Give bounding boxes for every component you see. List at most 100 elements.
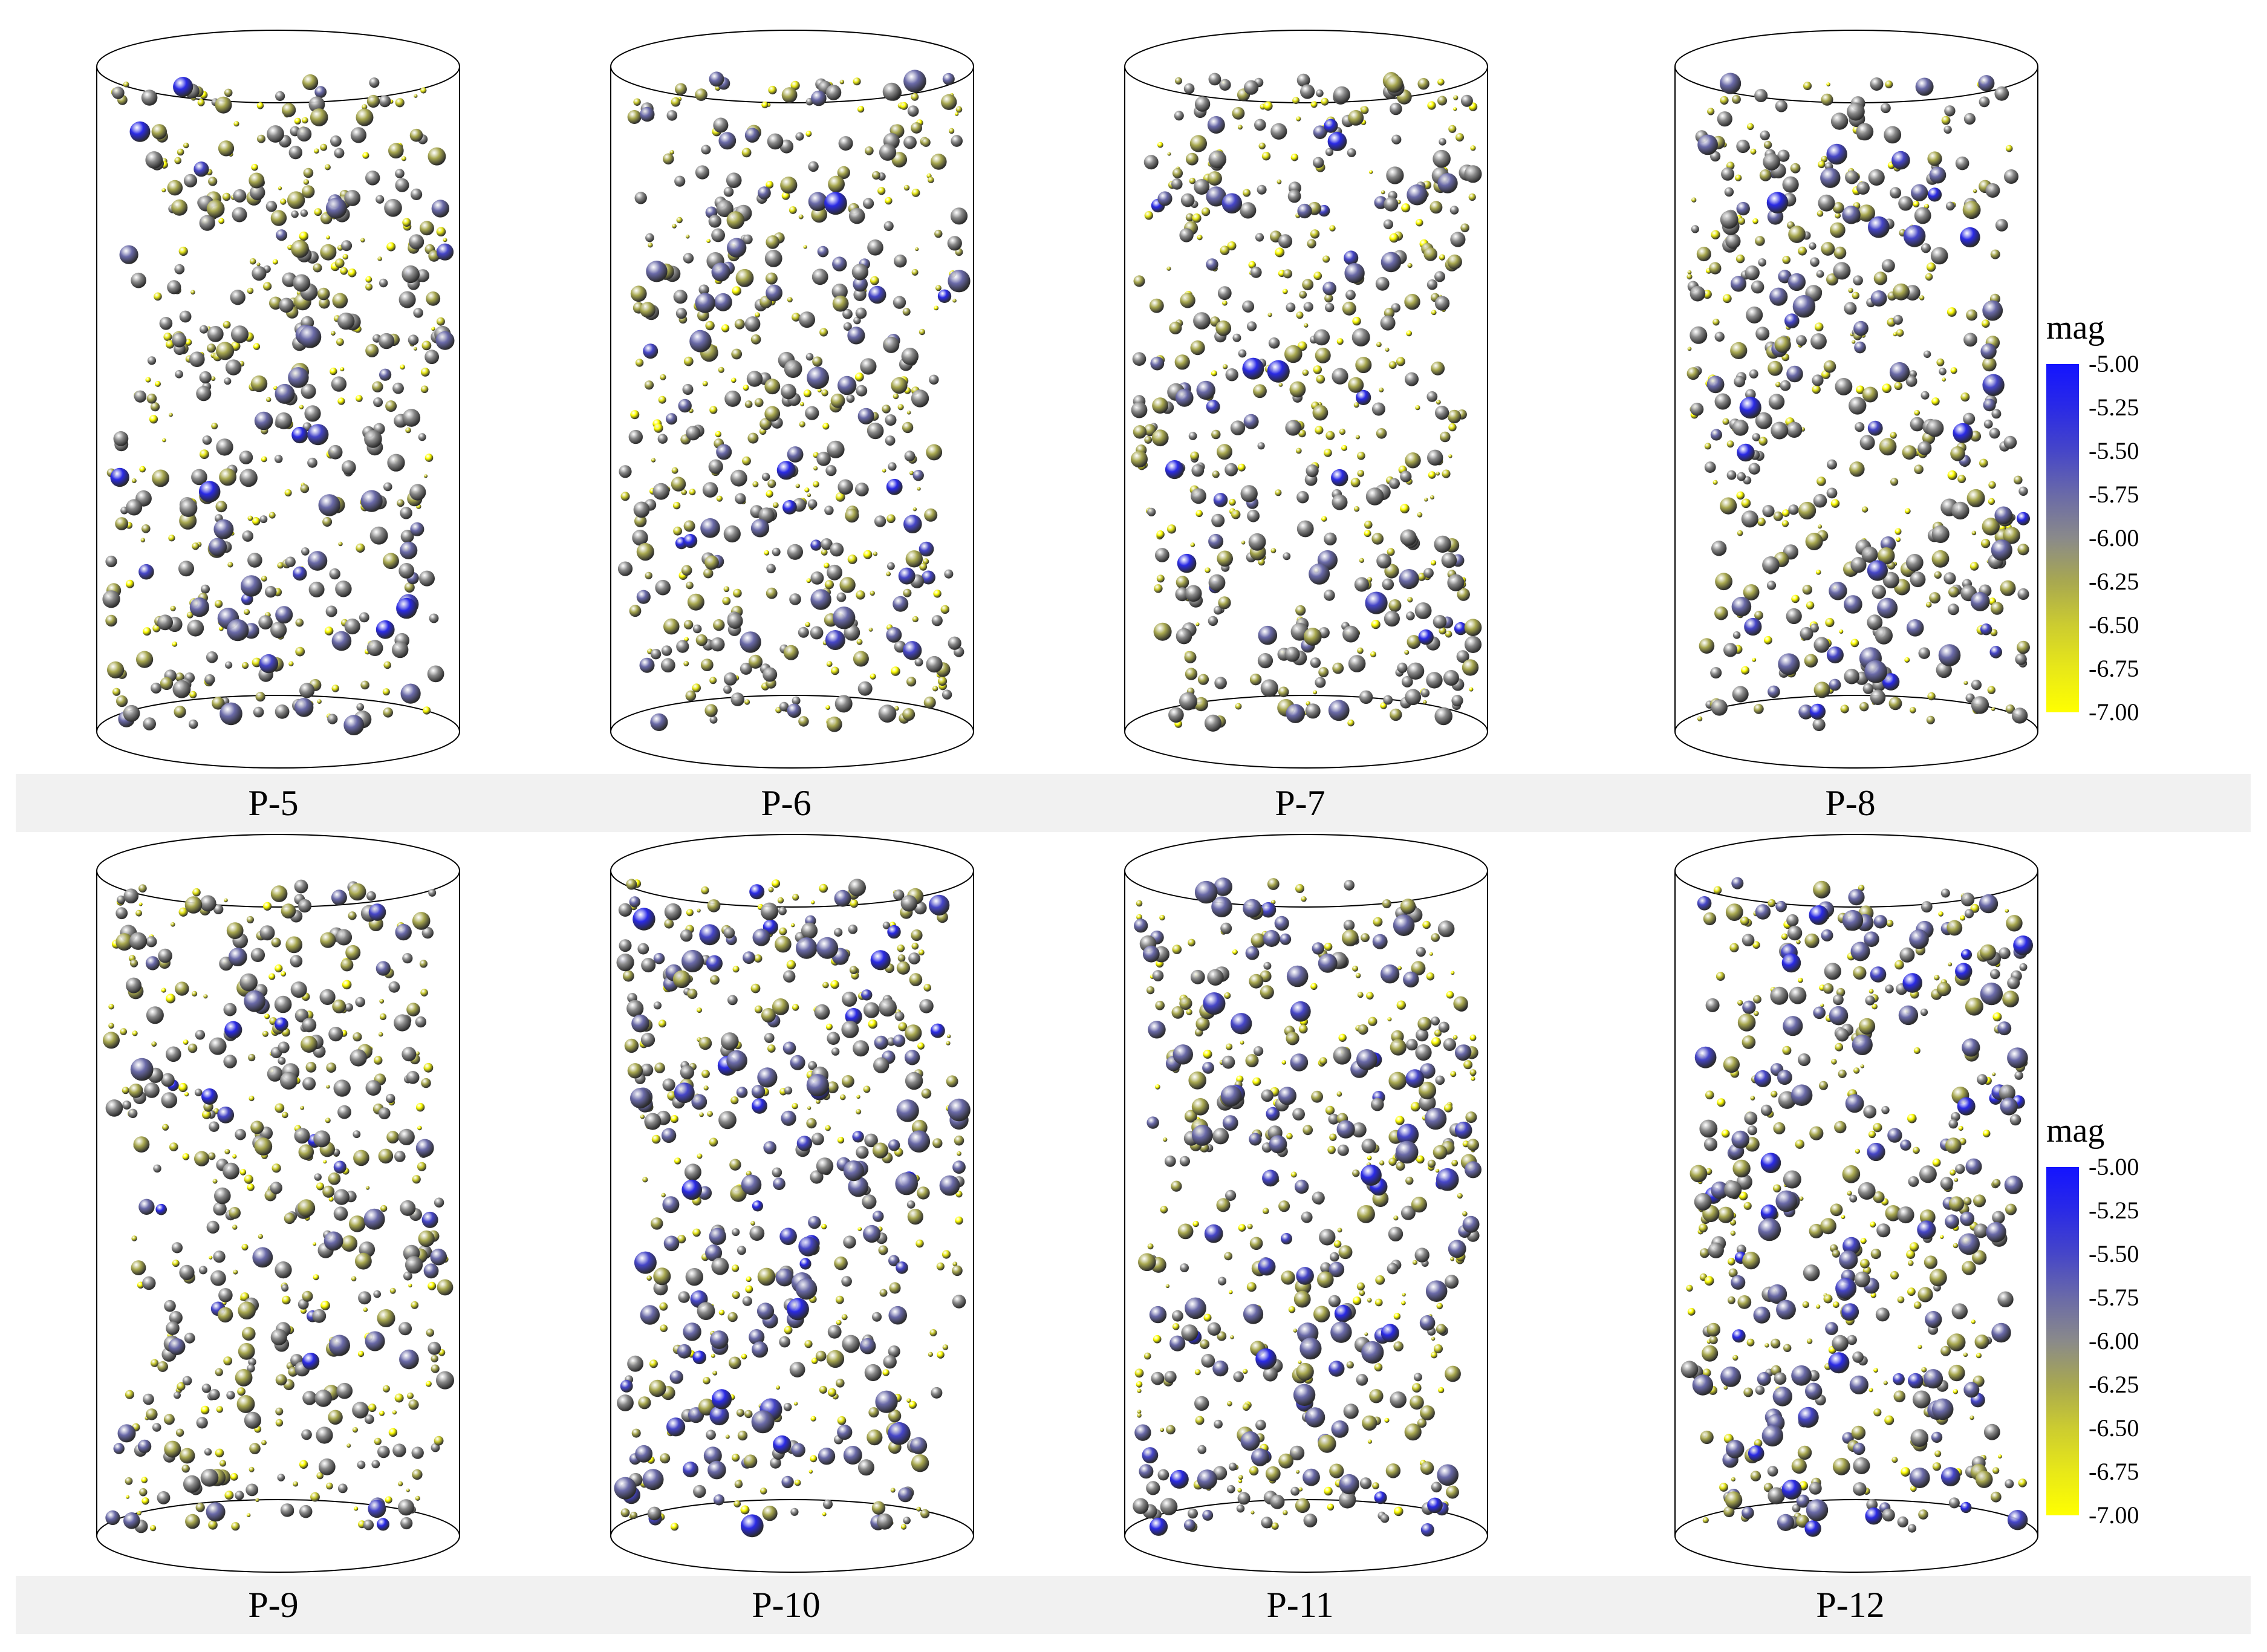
- event-sphere: [314, 148, 319, 154]
- event-sphere: [1450, 1257, 1454, 1261]
- event-sphere: [1240, 1040, 1244, 1045]
- event-sphere: [756, 1302, 775, 1320]
- event-sphere: [147, 356, 157, 365]
- event-sphere: [1914, 464, 1924, 474]
- event-sphere: [204, 1448, 212, 1456]
- event-sphere: [436, 243, 454, 261]
- event-sphere: [351, 1276, 357, 1282]
- event-sphere: [268, 973, 276, 980]
- event-sphere: [1296, 1362, 1314, 1381]
- event-sphere: [394, 1151, 406, 1162]
- event-sphere: [312, 1309, 327, 1323]
- event-sphere: [377, 1309, 395, 1327]
- event-sphere: [239, 450, 253, 464]
- event-sphere: [385, 400, 397, 412]
- event-sphere: [896, 961, 910, 975]
- event-sphere: [775, 1268, 794, 1287]
- event-sphere: [392, 382, 404, 394]
- event-sphere: [275, 1017, 288, 1032]
- event-sphere: [404, 582, 415, 593]
- event-sphere: [291, 426, 308, 444]
- event-sphere: [839, 577, 856, 593]
- event-sphere: [730, 692, 745, 706]
- event-sphere: [1809, 1126, 1824, 1140]
- event-sphere: [842, 1335, 860, 1353]
- event-sphere: [1940, 1467, 1960, 1486]
- event-sphere: [1925, 273, 1933, 281]
- event-sphere: [1840, 704, 1849, 714]
- event-sphere: [878, 1245, 888, 1255]
- legend-tick: -6.00: [2089, 1327, 2139, 1354]
- event-sphere: [888, 1409, 902, 1423]
- event-sphere: [836, 1319, 842, 1325]
- event-sphere: [1913, 1301, 1922, 1309]
- event-sphere: [235, 1369, 253, 1387]
- event-sphere: [779, 701, 789, 712]
- event-sphere: [813, 481, 819, 488]
- event-sphere: [711, 228, 725, 242]
- event-sphere: [776, 461, 796, 480]
- event-sphere: [1723, 643, 1738, 657]
- event-sphere: [1873, 1191, 1885, 1203]
- event-sphere: [1423, 568, 1434, 578]
- event-sphere: [906, 1398, 911, 1403]
- event-sphere: [670, 1523, 679, 1531]
- event-sphere: [1782, 509, 1790, 517]
- event-sphere: [1908, 1260, 1914, 1266]
- event-sphere: [1353, 506, 1360, 512]
- event-sphere: [681, 1179, 702, 1200]
- event-sphere: [230, 290, 246, 305]
- event-sphere: [799, 1258, 812, 1270]
- event-sphere: [1940, 888, 1950, 898]
- event-sphere: [295, 646, 305, 657]
- event-sphere: [300, 209, 308, 217]
- event-sphere: [1716, 972, 1725, 981]
- event-sphere: [270, 1182, 282, 1194]
- event-sphere: [1380, 315, 1396, 331]
- event-sphere: [768, 886, 774, 893]
- event-sphere: [417, 1162, 427, 1171]
- event-sphere: [198, 1266, 207, 1275]
- event-sphere: [1172, 1323, 1180, 1330]
- event-sphere: [151, 1041, 157, 1047]
- event-sphere: [1971, 680, 1982, 691]
- event-sphere: [2005, 1479, 2014, 1489]
- event-sphere: [1740, 916, 1749, 926]
- event-sphere: [1207, 1322, 1221, 1336]
- legend-swatch: [2046, 538, 2079, 582]
- event-sphere: [2000, 1098, 2018, 1116]
- event-sphere: [1963, 333, 1977, 347]
- event-sphere: [1427, 1497, 1443, 1514]
- event-sphere: [1702, 1517, 1709, 1524]
- event-sphere: [890, 1488, 896, 1493]
- event-sphere: [1919, 1165, 1937, 1183]
- event-sphere: [1782, 256, 1791, 264]
- event-sphere: [1899, 947, 1915, 963]
- event-sphere: [1945, 1137, 1962, 1154]
- event-sphere: [1294, 1179, 1309, 1194]
- event-sphere: [1754, 1010, 1759, 1016]
- event-sphere: [1720, 96, 1729, 105]
- event-sphere: [337, 1483, 348, 1494]
- event-sphere: [1296, 520, 1314, 538]
- event-sphere: [862, 1194, 877, 1209]
- event-sphere: [419, 221, 434, 236]
- event-sphere: [645, 233, 654, 242]
- event-sphere: [1723, 1056, 1740, 1073]
- event-sphere: [1855, 1148, 1860, 1154]
- event-sphere: [326, 1084, 330, 1089]
- event-sphere: [382, 688, 390, 696]
- event-sphere: [1884, 1415, 1895, 1425]
- event-sphere: [932, 686, 938, 692]
- event-sphere: [1329, 225, 1336, 232]
- event-sphere: [178, 561, 194, 577]
- event-sphere: [313, 1242, 317, 1246]
- event-sphere: [917, 487, 921, 491]
- event-sphere: [279, 1072, 298, 1090]
- event-sphere: [1211, 896, 1232, 917]
- event-sphere: [1247, 321, 1257, 331]
- event-sphere: [1172, 1310, 1183, 1322]
- event-sphere: [224, 898, 228, 903]
- event-sphere: [794, 1479, 801, 1486]
- event-sphere: [1897, 1296, 1905, 1304]
